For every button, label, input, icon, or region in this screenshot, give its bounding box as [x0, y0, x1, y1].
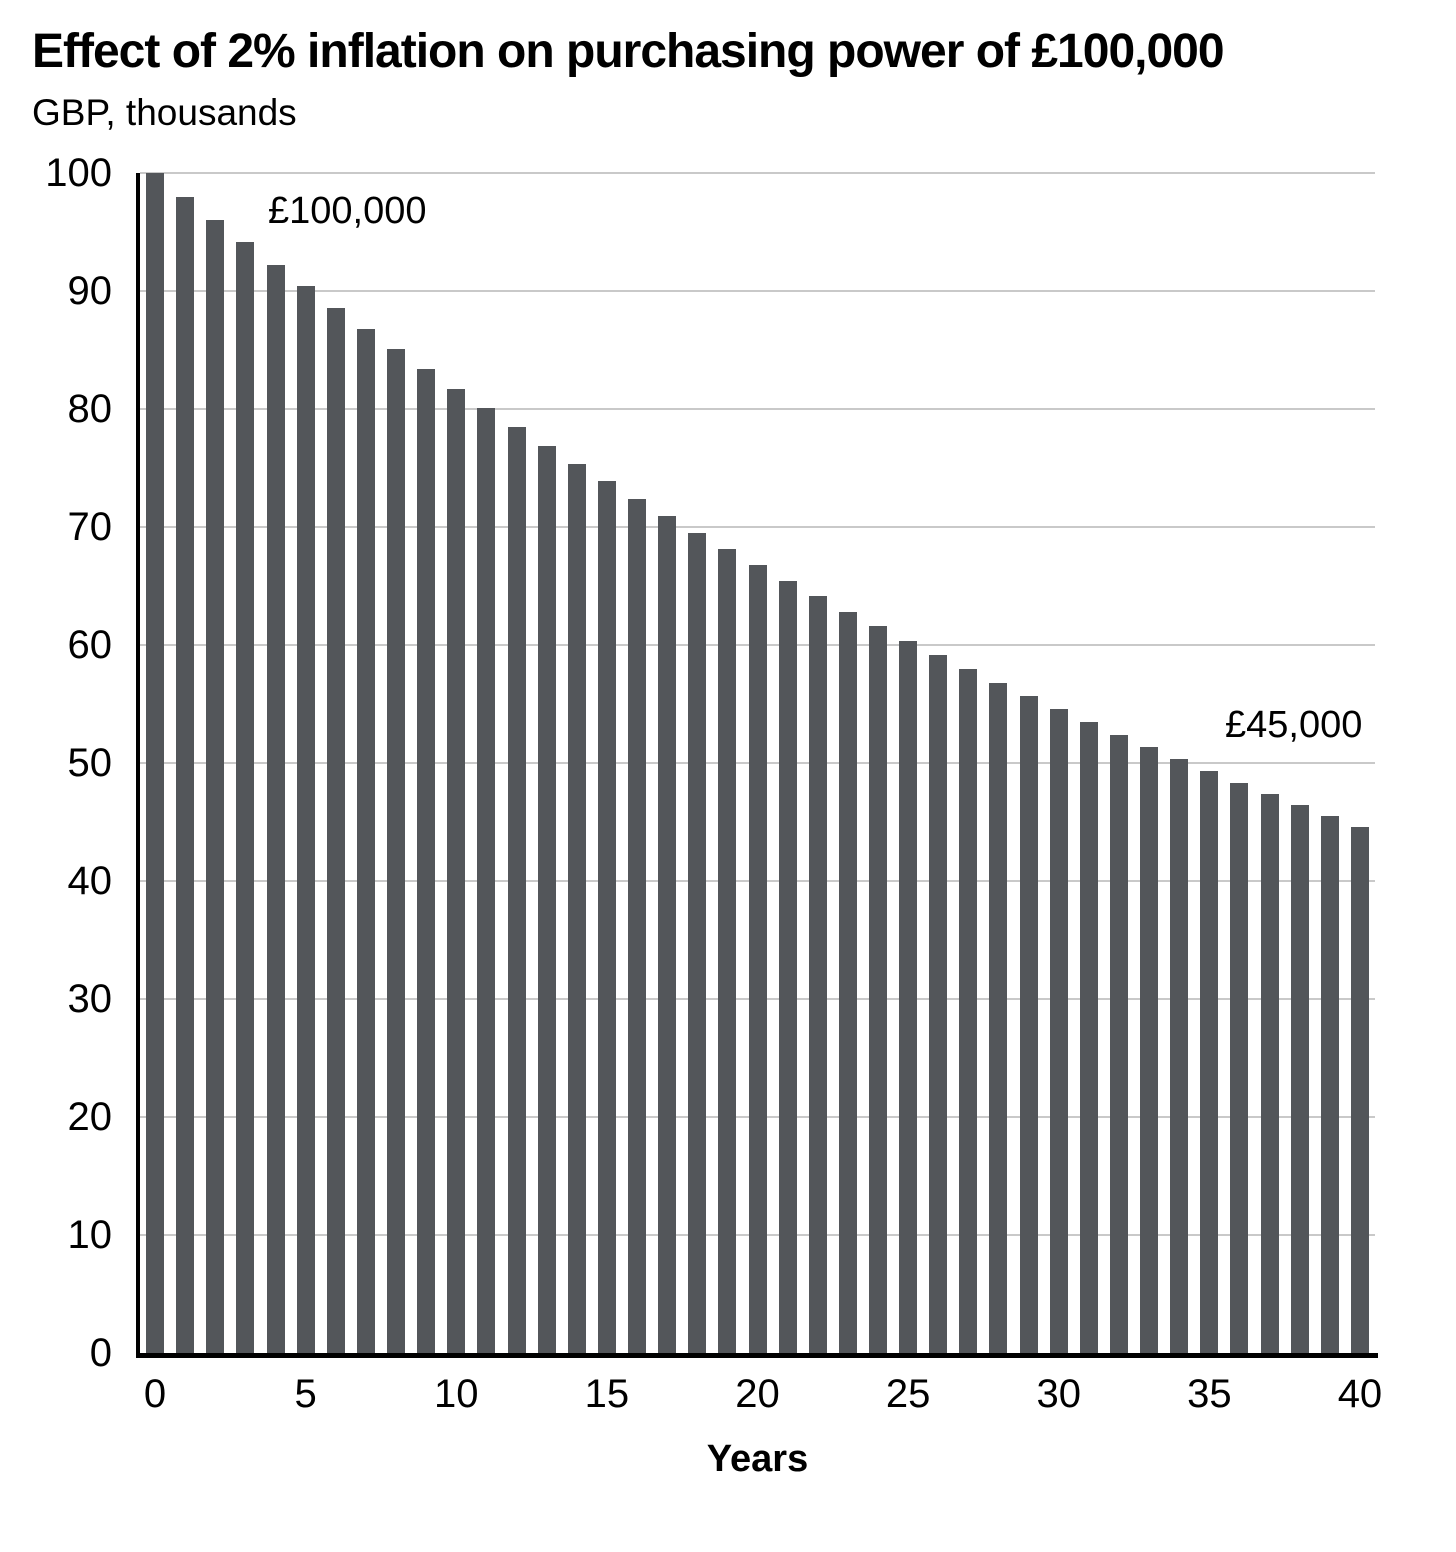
bar-year-4 [266, 264, 285, 1353]
bar-year-33 [1140, 747, 1159, 1353]
x-tick-label-25: 25 [885, 1372, 931, 1416]
bar-year-35 [1200, 771, 1219, 1353]
plot-area [140, 172, 1375, 1353]
gridline-y-90 [140, 290, 1375, 292]
bar-year-34 [1170, 759, 1189, 1353]
bar-year-30 [1049, 709, 1068, 1353]
annotation-initial-value: £100,000 [268, 190, 427, 232]
bar-year-12 [507, 427, 526, 1353]
y-tick-label-70: 70 [67, 505, 113, 549]
y-tick-label-100: 100 [45, 151, 112, 195]
bar-year-27 [959, 669, 978, 1353]
bar-year-22 [808, 596, 827, 1353]
bar-year-13 [537, 445, 556, 1353]
x-tick-label-5: 5 [294, 1372, 317, 1416]
bar-year-6 [326, 307, 345, 1353]
bar-year-31 [1079, 722, 1098, 1353]
chart-subtitle-y-axis-units: GBP, thousands [32, 92, 297, 133]
bar-year-18 [688, 532, 707, 1353]
bar-year-20 [748, 565, 767, 1353]
bar-year-7 [356, 328, 375, 1353]
bar-year-28 [989, 682, 1008, 1353]
x-tick-label-15: 15 [584, 1372, 630, 1416]
x-tick-label-40: 40 [1337, 1372, 1383, 1416]
bar-year-40 [1350, 827, 1369, 1353]
annotation-final-value: £45,000 [1225, 704, 1363, 746]
y-tick-label-0: 0 [89, 1331, 112, 1375]
bar-year-37 [1260, 794, 1279, 1353]
bar-year-32 [1109, 734, 1128, 1353]
y-tick-label-80: 80 [67, 387, 113, 431]
bar-year-19 [718, 549, 737, 1353]
y-tick-label-40: 40 [67, 859, 113, 903]
bar-year-14 [567, 463, 586, 1353]
x-axis-line [136, 1353, 1378, 1358]
bar-year-11 [477, 408, 496, 1353]
bar-year-17 [658, 516, 677, 1353]
y-tick-label-50: 50 [67, 741, 113, 785]
x-tick-label-20: 20 [735, 1372, 780, 1416]
y-tick-label-20: 20 [67, 1095, 113, 1139]
bar-year-23 [838, 611, 857, 1353]
x-tick-label-0: 0 [143, 1372, 167, 1416]
bar-year-0 [146, 173, 165, 1353]
bar-year-2 [206, 219, 225, 1353]
chart-title: Effect of 2% inflation on purchasing pow… [32, 25, 1225, 78]
bar-year-21 [778, 580, 797, 1353]
bar-year-5 [296, 286, 315, 1353]
y-tick-label-90: 90 [67, 269, 113, 313]
bar-year-9 [417, 369, 436, 1353]
y-tick-label-10: 10 [67, 1213, 113, 1257]
bar-year-3 [236, 242, 255, 1353]
y-tick-label-30: 30 [67, 977, 113, 1021]
bar-year-8 [387, 349, 406, 1353]
bar-year-29 [1019, 696, 1038, 1353]
x-tick-label-10: 10 [434, 1372, 479, 1416]
gridline-y-100 [140, 172, 1375, 174]
x-tick-label-35: 35 [1187, 1372, 1232, 1416]
y-tick-label-60: 60 [67, 623, 113, 667]
bar-year-39 [1320, 816, 1339, 1353]
bar-year-10 [447, 388, 466, 1353]
gridline-y-70 [140, 526, 1375, 528]
x-axis-title: Years [706, 1438, 809, 1480]
bar-year-38 [1290, 805, 1309, 1353]
bar-year-25 [899, 640, 918, 1353]
bar-year-26 [929, 655, 948, 1353]
bar-year-24 [868, 626, 887, 1353]
x-tick-label-30: 30 [1036, 1372, 1081, 1416]
gridline-y-80 [140, 408, 1375, 410]
bar-year-36 [1230, 782, 1249, 1353]
bar-year-15 [597, 481, 616, 1353]
y-axis-line [136, 173, 140, 1357]
bar-year-1 [176, 196, 195, 1353]
bar-year-16 [628, 498, 646, 1353]
